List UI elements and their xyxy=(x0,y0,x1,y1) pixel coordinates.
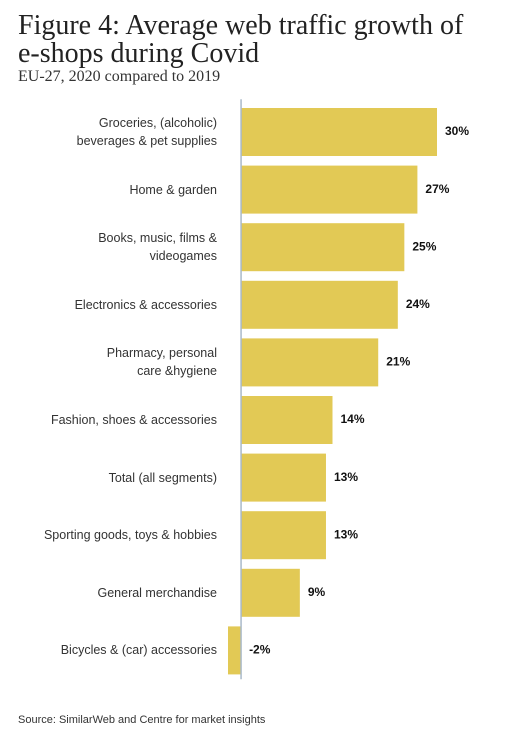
category-label: Books, music, films & videogames xyxy=(98,231,217,264)
bar xyxy=(241,165,418,214)
chart-subtitle: EU-27, 2020 compared to 2019 xyxy=(18,68,221,85)
value-label: 25% xyxy=(412,239,436,253)
category-label: General merchandise xyxy=(97,585,217,600)
value-label: 30% xyxy=(445,124,469,138)
bar xyxy=(241,338,379,387)
category-label: Pharmacy, personal care &hygiene xyxy=(106,346,217,379)
value-label: 21% xyxy=(386,355,410,369)
bar xyxy=(241,396,333,444)
category-label: Groceries, (alcoholic) beverages & pet s… xyxy=(76,116,217,148)
value-label: 24% xyxy=(406,297,430,311)
category-label: Total (all segments) xyxy=(108,470,217,485)
value-label: -2% xyxy=(249,643,271,657)
bar xyxy=(241,453,326,502)
chart-title: Figure 4: Average web traffic growth of … xyxy=(18,10,464,69)
value-label: 9% xyxy=(308,585,326,599)
value-label: 14% xyxy=(341,412,365,426)
bar xyxy=(241,511,326,560)
bar xyxy=(228,626,242,675)
bar xyxy=(241,568,300,617)
bar xyxy=(241,280,398,329)
source-note: Source: SimilarWeb and Centre for market… xyxy=(18,714,266,726)
category-label: Sporting goods, toys & hobbies xyxy=(43,528,217,543)
bar xyxy=(241,108,437,156)
category-label: Electronics & accessories xyxy=(74,297,217,312)
value-label: 13% xyxy=(334,527,358,541)
bar xyxy=(241,223,405,272)
category-label: Home & garden xyxy=(129,182,217,197)
category-label: Bicycles & (car) accessories xyxy=(60,643,217,658)
value-label: 13% xyxy=(334,470,358,484)
category-label: Fashion, shoes & accessories xyxy=(50,413,217,427)
value-label: 27% xyxy=(425,182,449,196)
